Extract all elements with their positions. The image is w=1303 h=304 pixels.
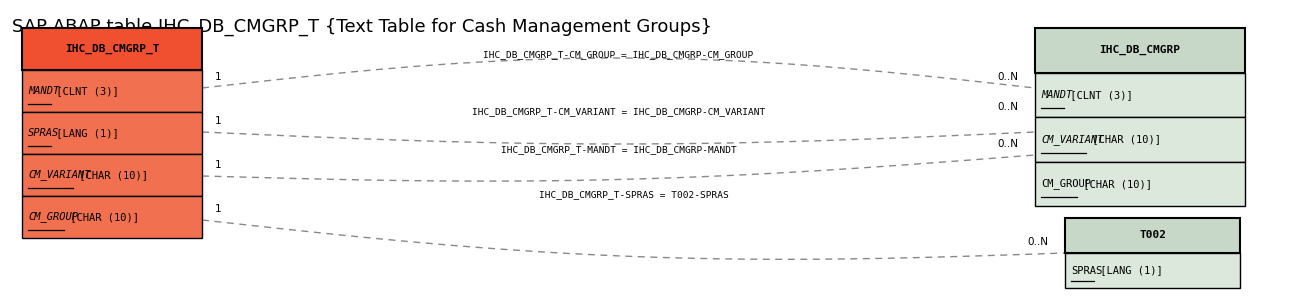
FancyBboxPatch shape (1065, 218, 1240, 253)
Text: SPRAS: SPRAS (27, 128, 59, 138)
Text: CM_GROUP: CM_GROUP (27, 212, 78, 223)
Text: [LANG (1)]: [LANG (1)] (51, 128, 120, 138)
FancyBboxPatch shape (22, 196, 202, 238)
FancyBboxPatch shape (1035, 117, 1244, 161)
Text: MANDT: MANDT (1041, 90, 1072, 100)
Text: 0..N: 0..N (1027, 237, 1048, 247)
Text: SAP ABAP table IHC_DB_CMGRP_T {Text Table for Cash Management Groups}: SAP ABAP table IHC_DB_CMGRP_T {Text Tabl… (12, 18, 711, 36)
Text: 0..N: 0..N (997, 139, 1018, 149)
FancyBboxPatch shape (1035, 72, 1244, 117)
Text: T002: T002 (1139, 230, 1166, 240)
Text: [CHAR (10)]: [CHAR (10)] (73, 170, 149, 180)
Text: IHC_DB_CMGRP: IHC_DB_CMGRP (1100, 45, 1181, 55)
Text: CM_VARIANT: CM_VARIANT (27, 170, 90, 181)
Text: 0..N: 0..N (997, 102, 1018, 112)
FancyBboxPatch shape (22, 112, 202, 154)
Text: 0..N: 0..N (997, 72, 1018, 82)
Text: CM_VARIANT: CM_VARIANT (1041, 134, 1104, 145)
Text: 1: 1 (215, 72, 222, 82)
Text: [CLNT (3)]: [CLNT (3)] (1063, 90, 1132, 100)
Text: IHC_DB_CMGRP_T-SPRAS = T002-SPRAS: IHC_DB_CMGRP_T-SPRAS = T002-SPRAS (538, 191, 728, 199)
Text: IHC_DB_CMGRP_T-CM_GROUP = IHC_DB_CMGRP-CM_GROUP: IHC_DB_CMGRP_T-CM_GROUP = IHC_DB_CMGRP-C… (483, 50, 753, 60)
FancyBboxPatch shape (22, 154, 202, 196)
Text: IHC_DB_CMGRP_T: IHC_DB_CMGRP_T (65, 44, 159, 54)
FancyBboxPatch shape (22, 28, 202, 70)
Text: 1: 1 (215, 160, 222, 170)
Text: MANDT: MANDT (27, 86, 59, 96)
Text: [CHAR (10)]: [CHAR (10)] (1078, 179, 1152, 189)
Text: 1: 1 (215, 116, 222, 126)
Text: 1: 1 (215, 204, 222, 214)
Text: [CLNT (3)]: [CLNT (3)] (51, 86, 120, 96)
Text: SPRAS: SPRAS (1071, 265, 1102, 275)
Text: IHC_DB_CMGRP_T-CM_VARIANT = IHC_DB_CMGRP-CM_VARIANT: IHC_DB_CMGRP_T-CM_VARIANT = IHC_DB_CMGRP… (472, 108, 765, 116)
Text: [CHAR (10)]: [CHAR (10)] (64, 212, 139, 222)
FancyBboxPatch shape (1035, 28, 1244, 72)
FancyBboxPatch shape (22, 70, 202, 112)
FancyBboxPatch shape (1035, 161, 1244, 206)
FancyBboxPatch shape (1065, 253, 1240, 288)
Text: IHC_DB_CMGRP_T-MANDT = IHC_DB_CMGRP-MANDT: IHC_DB_CMGRP_T-MANDT = IHC_DB_CMGRP-MAND… (500, 146, 736, 154)
Text: [CHAR (10)]: [CHAR (10)] (1085, 134, 1161, 144)
Text: [LANG (1)]: [LANG (1)] (1093, 265, 1162, 275)
Text: CM_GROUP: CM_GROUP (1041, 178, 1091, 189)
